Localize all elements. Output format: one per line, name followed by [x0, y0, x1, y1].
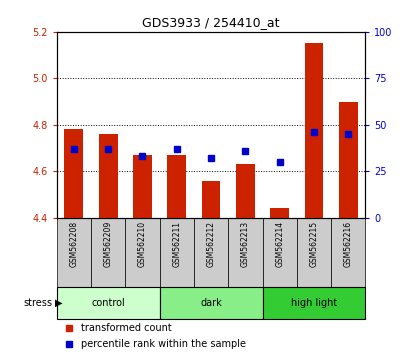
Bar: [91, 218, 125, 287]
Bar: [297, 218, 331, 287]
Bar: [304, 44, 323, 218]
Bar: [64, 130, 83, 218]
Text: GSM562216: GSM562216: [344, 221, 353, 267]
Text: GSM562211: GSM562211: [172, 221, 181, 267]
Bar: [160, 287, 262, 319]
Bar: [167, 155, 186, 218]
Text: GSM562215: GSM562215: [310, 221, 318, 267]
Bar: [339, 102, 358, 218]
Bar: [262, 287, 365, 319]
Text: percentile rank within the sample: percentile rank within the sample: [81, 339, 247, 349]
Text: GSM562210: GSM562210: [138, 221, 147, 267]
Text: GSM562212: GSM562212: [207, 221, 215, 267]
Text: GSM562208: GSM562208: [69, 221, 79, 267]
Bar: [125, 218, 160, 287]
Text: transformed count: transformed count: [81, 323, 172, 333]
Bar: [160, 218, 194, 287]
Bar: [236, 164, 255, 218]
Bar: [202, 181, 220, 218]
Text: ▶: ▶: [55, 298, 62, 308]
Bar: [270, 209, 289, 218]
Bar: [194, 218, 228, 287]
Bar: [57, 218, 91, 287]
Bar: [262, 218, 297, 287]
Bar: [57, 287, 160, 319]
Text: high light: high light: [291, 298, 337, 308]
Text: dark: dark: [200, 298, 222, 308]
Title: GDS3933 / 254410_at: GDS3933 / 254410_at: [142, 16, 280, 29]
Bar: [331, 218, 365, 287]
Text: GSM562214: GSM562214: [275, 221, 284, 267]
Text: stress: stress: [24, 298, 52, 308]
Bar: [228, 218, 262, 287]
Bar: [133, 155, 152, 218]
Text: GSM562213: GSM562213: [241, 221, 250, 267]
Text: control: control: [91, 298, 125, 308]
Text: GSM562209: GSM562209: [104, 221, 113, 267]
Bar: [99, 134, 118, 218]
